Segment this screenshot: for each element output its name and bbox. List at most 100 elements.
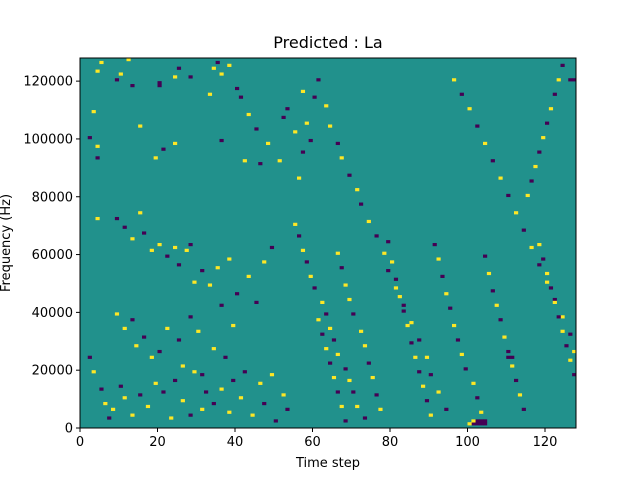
heatmap-cell [231,323,236,328]
heatmap-cell [95,216,100,221]
x-tick-label: 60 [304,435,321,450]
heatmap-cell [328,361,333,365]
heatmap-cell [235,86,240,91]
heatmap-cell [161,390,166,394]
heatmap-cell [114,312,120,316]
y-tick-label: 20000 [32,364,73,379]
heatmap-cell [564,344,569,348]
heatmap-cell [463,367,468,371]
heatmap-cell [173,378,178,383]
heatmap-cell [572,373,577,377]
heatmap-cell [506,355,511,359]
heatmap-cell [95,69,100,73]
heatmap-cell [242,370,247,374]
heatmap-cell [475,419,480,423]
heatmap-cell [99,387,104,391]
heatmap-cell [556,78,561,82]
heatmap-cell [304,121,309,125]
y-tick-label: 100000 [23,132,73,147]
heatmap-cell [568,332,573,336]
heatmap-cell [204,390,209,394]
heatmap-cell [118,72,123,76]
heatmap-cell [157,349,162,354]
heatmap-cell [444,292,449,296]
heatmap-cell [258,381,263,385]
x-tick-label: 20 [149,435,166,450]
heatmap-cell [568,358,573,362]
heatmap-cell [560,329,565,333]
heatmap-cell [479,410,484,414]
heatmap-cell [87,136,92,140]
heatmap-cell [207,283,213,287]
heatmap-cell [99,60,104,65]
heatmap-cell [459,92,464,96]
heatmap-cell [541,136,546,140]
heatmap-cell [521,228,526,232]
heatmap-cell [130,84,135,88]
heatmap-cell [161,147,166,151]
heatmap-cell [227,410,232,414]
heatmap-cell [362,416,368,420]
heatmap-cell [568,78,573,82]
heatmap-cell [409,321,414,325]
heatmap-cell [192,280,197,284]
heatmap-cell [176,263,182,267]
heatmap-cell [331,375,337,380]
heatmap-cell [157,243,162,247]
heatmap-cell [153,381,158,385]
heatmap-cell [467,107,472,111]
heatmap-cell [393,286,399,290]
heatmap-cell [370,375,375,380]
heatmap-cell [455,338,461,342]
heatmap-cell [351,390,356,394]
heatmap-cell [475,422,480,426]
heatmap-cell [114,78,120,82]
heatmap-cell [417,338,422,342]
heatmap-cell [351,312,356,316]
heatmap-cell [107,416,112,420]
y-axis-label: Frequency (Hz) [0,194,14,292]
heatmap-cell [304,260,309,264]
heatmap-cell [355,188,360,192]
heatmap-cell [343,283,348,287]
heatmap-cell [153,156,158,160]
heatmap-cell [359,202,364,206]
heatmap-cell [211,347,216,351]
y-axis-ticks: 0 20000 40000 60000 80000 100000 120000 [23,75,80,437]
heatmap-cell [149,248,154,252]
heatmap-cell [91,110,96,114]
heatmap-cell [211,66,216,70]
heatmap-cell [142,335,147,339]
heatmap-cell [548,107,554,111]
heatmap-cell [471,422,476,426]
heatmap-background [80,58,576,428]
heatmap-cell [188,243,193,247]
y-tick-label: 80000 [32,190,73,205]
heatmap-cell [297,234,302,238]
heatmap-cell [409,341,414,345]
heatmap-cell [572,78,577,82]
heatmap-cell [173,75,178,79]
heatmap-cell [138,124,143,128]
heatmap-cell [281,115,286,119]
heatmap-cell [277,159,282,163]
heatmap-cell [335,390,340,394]
heatmap-cell [169,416,174,420]
heatmap-cell [335,352,340,357]
heatmap-cell [138,393,143,397]
heatmap-cell [533,164,538,169]
heatmap-cell [308,274,313,278]
heatmap-cell [343,419,348,423]
heatmap-cell [498,318,503,322]
heatmap-cell [308,138,313,143]
heatmap-cell [545,280,550,284]
heatmap-cell [157,84,162,88]
heatmap-cell [254,127,259,131]
heatmap-cell [386,240,391,244]
heatmap-cell [200,373,205,377]
heatmap-cell [312,95,317,99]
heatmap-cells [87,58,577,426]
heatmap-cell [324,312,329,316]
heatmap-cell [312,286,317,290]
